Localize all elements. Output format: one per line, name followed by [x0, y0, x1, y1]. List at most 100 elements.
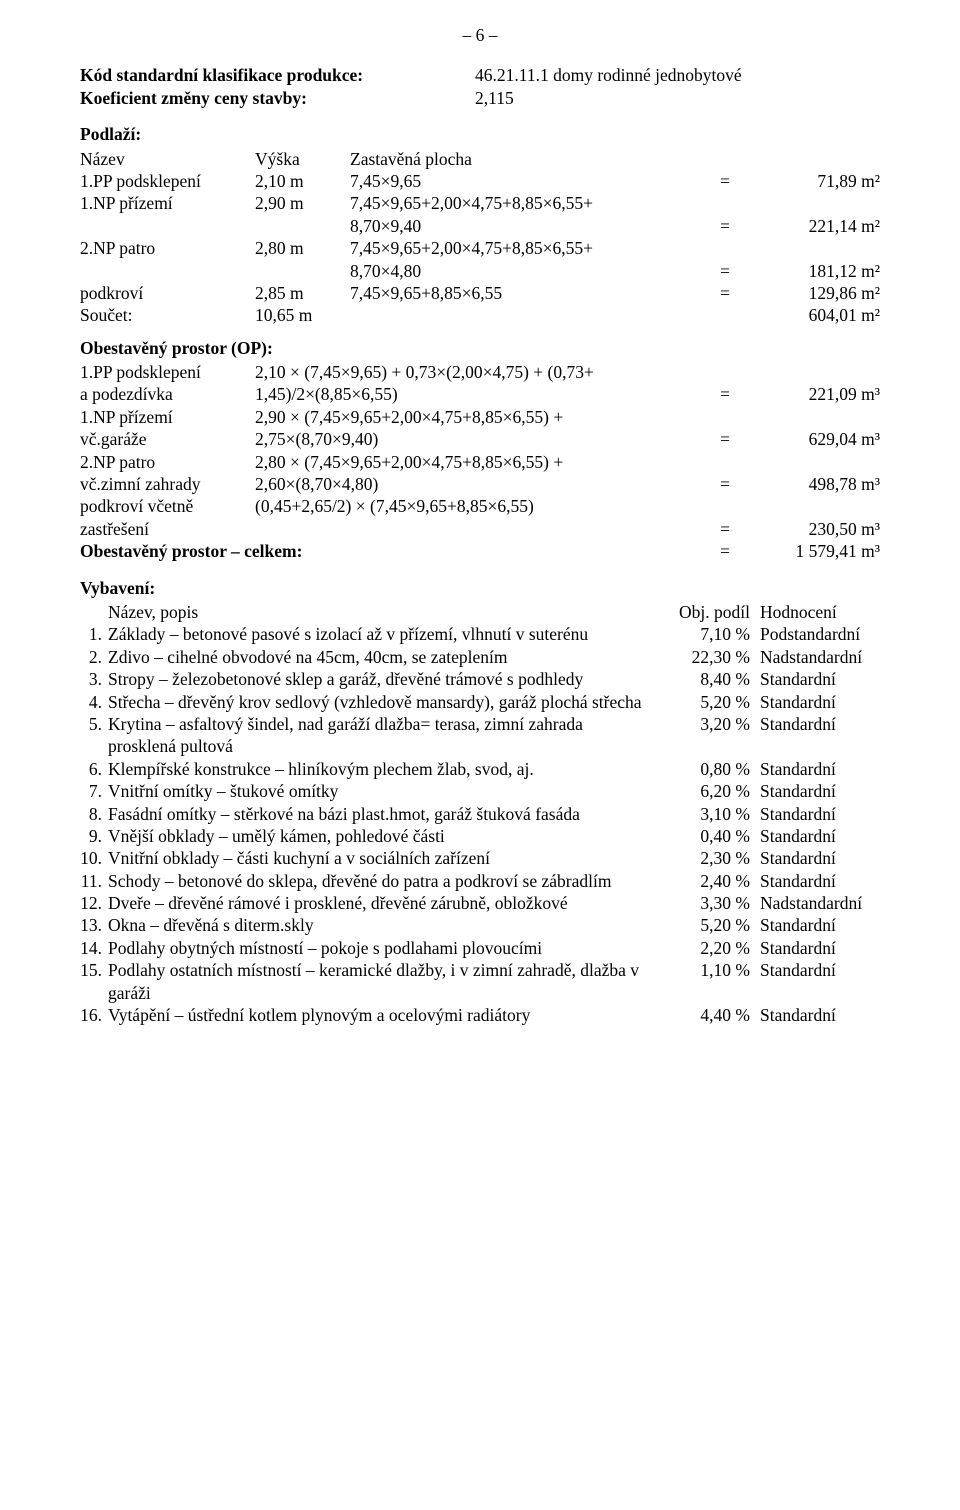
podlazi-cell: 8,70×4,80	[350, 260, 705, 282]
vyb-desc: Podlahy ostatních místností – keramické …	[108, 959, 660, 1004]
op-cell: vč.garáže	[80, 428, 255, 450]
vyb-row: 10.Vnitřní obklady – části kuchyní a v s…	[80, 847, 880, 869]
vyb-pct: 3,30 %	[660, 892, 750, 914]
row-kod-value: 46.21.11.1 domy rodinné jednobytové	[475, 64, 880, 86]
vyb-pct: 2,20 %	[660, 937, 750, 959]
vyb-desc: Vytápění – ústřední kotlem plynovým a oc…	[108, 1004, 660, 1026]
op-cell: zastřešení	[80, 518, 255, 540]
vyb-rating: Standardní	[750, 668, 880, 690]
page-number: – 6 –	[80, 24, 880, 46]
vyb-row: 7.Vnitřní omítky – štukové omítky6,20 %S…	[80, 780, 880, 802]
op-cell: 2,10 × (7,45×9,65) + 0,73×(2,00×4,75) + …	[255, 361, 705, 383]
vybaveni-rows: 1.Základy – betonové pasové s izolací až…	[80, 623, 880, 1026]
op-cell: =	[705, 428, 745, 450]
podlazi-sum-c2: 10,65 m	[255, 304, 350, 326]
op-cell: =	[705, 518, 745, 540]
vyb-rating: Nadstandardní	[750, 646, 880, 668]
op-cell: 2,90 × (7,45×9,65+2,00×4,75+8,85×6,55) +	[255, 406, 705, 428]
vyb-num: 9.	[80, 825, 108, 847]
vyb-row: 12.Dveře – dřevěné rámové i prosklené, d…	[80, 892, 880, 914]
podlazi-cell: 221,14 m²	[745, 215, 880, 237]
podlazi-cell: 129,86 m²	[745, 282, 880, 304]
podlazi-cell: 7,45×9,65+8,85×6,55	[350, 282, 705, 304]
vybaveni-head: Název, popis Obj. podíl Hodnocení	[80, 601, 880, 623]
vyb-desc: Fasádní omítky – stěrkové na bázi plast.…	[108, 803, 660, 825]
vyb-rating: Podstandardní	[750, 623, 880, 645]
podlazi-cell: 71,89 m²	[745, 170, 880, 192]
op-row: 1.NP přízemí2,90 × (7,45×9,65+2,00×4,75+…	[80, 406, 880, 428]
op-cell	[705, 451, 745, 473]
podlazi-cell: 2,85 m	[255, 282, 350, 304]
podlazi-cell: 2.NP patro	[80, 237, 255, 259]
vyb-pct: 0,40 %	[660, 825, 750, 847]
podlazi-cell: 181,12 m²	[745, 260, 880, 282]
op-cell: 1,45)/2×(8,85×6,55)	[255, 383, 705, 405]
op-cell	[705, 495, 745, 517]
podlazi-cell	[255, 260, 350, 282]
vyb-num: 8.	[80, 803, 108, 825]
vyb-pct: 1,10 %	[660, 959, 750, 1004]
op-cell: 2,80 × (7,45×9,65+2,00×4,75+8,85×6,55) +	[255, 451, 705, 473]
vyb-row: 9.Vnější obklady – umělý kámen, pohledov…	[80, 825, 880, 847]
vyb-row: 15.Podlahy ostatních místností – keramic…	[80, 959, 880, 1004]
podlazi-cell: 7,45×9,65+2,00×4,75+8,85×6,55+	[350, 237, 705, 259]
vyb-rating: Standardní	[750, 803, 880, 825]
op-cell	[705, 361, 745, 383]
vyb-num: 10.	[80, 847, 108, 869]
podlazi-cell: 2,10 m	[255, 170, 350, 192]
vyb-desc: Vnější obklady – umělý kámen, pohledové …	[108, 825, 660, 847]
vyb-row: 11.Schody – betonové do sklepa, dřevěné …	[80, 870, 880, 892]
podlazi-cell: 7,45×9,65	[350, 170, 705, 192]
podlazi-row: 1.NP přízemí2,90 m7,45×9,65+2,00×4,75+8,…	[80, 192, 880, 214]
podlazi-row: 2.NP patro2,80 m7,45×9,65+2,00×4,75+8,85…	[80, 237, 880, 259]
podlazi-cell: 1.NP přízemí	[80, 192, 255, 214]
op-cell	[745, 451, 880, 473]
op-row: 2.NP patro2,80 × (7,45×9,65+2,00×4,75+8,…	[80, 451, 880, 473]
op-row: vč.garáže2,75×(8,70×9,40)=629,04 m³	[80, 428, 880, 450]
vyb-desc: Krytina – asfaltový šindel, nad garáží d…	[108, 713, 660, 758]
vyb-rating: Standardní	[750, 1004, 880, 1026]
vyb-row: 16.Vytápění – ústřední kotlem plynovým a…	[80, 1004, 880, 1026]
op-cell: 2.NP patro	[80, 451, 255, 473]
vyb-desc: Stropy – železobetonové sklep a garáž, d…	[108, 668, 660, 690]
vyb-pct: 4,40 %	[660, 1004, 750, 1026]
vyb-num: 1.	[80, 623, 108, 645]
podlazi-head-c3: Zastavěná plocha	[350, 148, 705, 170]
podlazi-sum-c1: Součet:	[80, 304, 255, 326]
vyb-pct: 8,40 %	[660, 668, 750, 690]
vyb-rating: Standardní	[750, 713, 880, 758]
podlazi-head: Název Výška Zastavěná plocha	[80, 148, 880, 170]
podlazi-row: 8,70×9,40=221,14 m²	[80, 215, 880, 237]
op-cell: =	[705, 473, 745, 495]
vyb-rating: Standardní	[750, 691, 880, 713]
vyb-num: 12.	[80, 892, 108, 914]
op-cell: vč.zimní zahrady	[80, 473, 255, 495]
vyb-rating: Standardní	[750, 937, 880, 959]
vyb-num: 3.	[80, 668, 108, 690]
op-sum: Obestavěný prostor – celkem: = 1 579,41 …	[80, 540, 880, 562]
op-block: Obestavěný prostor (OP): 1.PP podsklepen…	[80, 337, 880, 563]
op-cell	[705, 406, 745, 428]
podlazi-cell: podkroví	[80, 282, 255, 304]
vyb-head-c3: Hodnocení	[750, 601, 880, 623]
vyb-rating: Standardní	[750, 758, 880, 780]
vyb-desc: Střecha – dřevěný krov sedlový (vzhledov…	[108, 691, 660, 713]
vyb-num: 2.	[80, 646, 108, 668]
vyb-row: 1.Základy – betonové pasové s izolací až…	[80, 623, 880, 645]
vyb-row: 3.Stropy – železobetonové sklep a garáž,…	[80, 668, 880, 690]
op-row: vč.zimní zahrady2,60×(8,70×4,80)=498,78 …	[80, 473, 880, 495]
op-cell: 629,04 m³	[745, 428, 880, 450]
podlazi-head-c2: Výška	[255, 148, 350, 170]
op-row: zastřešení=230,50 m³	[80, 518, 880, 540]
podlazi-row: podkroví2,85 m7,45×9,65+8,85×6,55=129,86…	[80, 282, 880, 304]
vyb-pct: 3,20 %	[660, 713, 750, 758]
op-cell: (0,45+2,65/2) × (7,45×9,65+8,85×6,55)	[255, 495, 705, 517]
vyb-desc: Schody – betonové do sklepa, dřevěné do …	[108, 870, 660, 892]
vyb-desc: Klempířské konstrukce – hliníkovým plech…	[108, 758, 660, 780]
op-cell: 2,75×(8,70×9,40)	[255, 428, 705, 450]
op-title: Obestavěný prostor (OP):	[80, 337, 880, 359]
podlazi-cell	[745, 192, 880, 214]
podlazi-rows: 1.PP podsklepení2,10 m7,45×9,65=71,89 m²…	[80, 170, 880, 304]
vyb-pct: 22,30 %	[660, 646, 750, 668]
podlazi-cell: =	[705, 215, 745, 237]
